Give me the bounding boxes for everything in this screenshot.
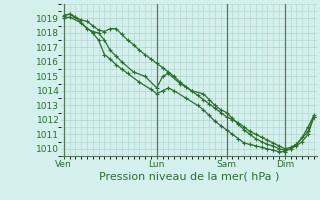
- X-axis label: Pression niveau de la mer( hPa ): Pression niveau de la mer( hPa ): [99, 172, 279, 182]
